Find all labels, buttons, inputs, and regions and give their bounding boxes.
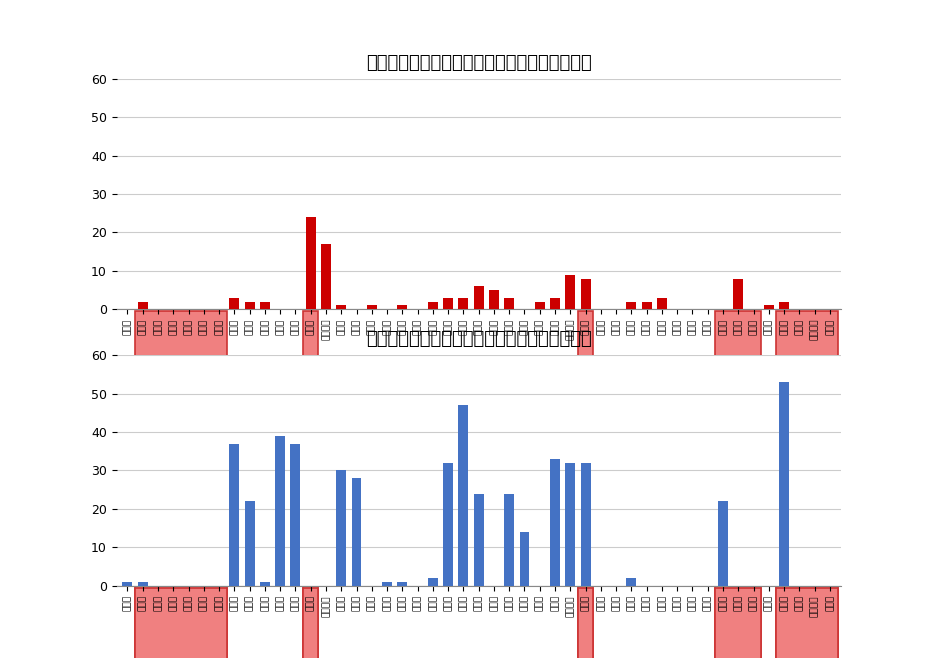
Bar xyxy=(336,470,347,586)
Bar xyxy=(489,290,499,309)
Bar xyxy=(137,301,148,309)
Bar xyxy=(443,463,453,586)
Bar xyxy=(351,478,361,586)
Bar xyxy=(627,301,636,309)
Bar xyxy=(581,278,590,309)
Bar xyxy=(715,588,761,658)
Bar xyxy=(504,494,515,586)
Bar xyxy=(565,463,575,586)
Bar xyxy=(642,301,652,309)
Bar xyxy=(718,501,728,586)
Bar xyxy=(260,301,270,309)
Bar xyxy=(474,494,484,586)
Title: 地域手当が増加する市町村の数（国家公務員）: 地域手当が増加する市町村の数（国家公務員） xyxy=(366,330,591,348)
Bar xyxy=(657,297,667,309)
Bar xyxy=(578,311,593,658)
Bar xyxy=(715,311,761,658)
Bar xyxy=(336,305,347,309)
Bar xyxy=(230,443,239,586)
Bar xyxy=(565,275,575,309)
Bar xyxy=(290,443,301,586)
Bar xyxy=(397,305,407,309)
Bar xyxy=(474,286,484,309)
Bar xyxy=(135,588,227,658)
Bar xyxy=(305,217,316,309)
Bar xyxy=(519,532,530,586)
Bar xyxy=(550,297,560,309)
Bar xyxy=(776,311,838,658)
Bar xyxy=(504,297,515,309)
Bar xyxy=(321,244,331,309)
Bar xyxy=(397,582,407,586)
Bar xyxy=(367,305,376,309)
Bar xyxy=(459,297,468,309)
Bar xyxy=(733,278,743,309)
Bar xyxy=(245,301,255,309)
Bar xyxy=(443,297,453,309)
Bar xyxy=(627,578,636,586)
Bar xyxy=(779,301,789,309)
Bar xyxy=(428,301,438,309)
Bar xyxy=(764,305,773,309)
Bar xyxy=(428,578,438,586)
Bar xyxy=(550,459,560,586)
Bar xyxy=(122,582,133,586)
Bar xyxy=(303,588,318,658)
Bar xyxy=(303,311,318,658)
Bar xyxy=(137,582,148,586)
Bar xyxy=(779,382,789,586)
Bar xyxy=(581,463,590,586)
Bar xyxy=(535,301,545,309)
Bar xyxy=(260,582,270,586)
Bar xyxy=(382,582,392,586)
Bar xyxy=(276,436,285,586)
Title: 地域手当が減少する市町村の数（国家公務員）: 地域手当が減少する市町村の数（国家公務員） xyxy=(366,54,591,72)
Bar xyxy=(776,588,838,658)
Bar xyxy=(578,588,593,658)
Bar xyxy=(230,297,239,309)
Bar xyxy=(459,405,468,586)
Bar xyxy=(245,501,255,586)
Bar xyxy=(135,311,227,658)
